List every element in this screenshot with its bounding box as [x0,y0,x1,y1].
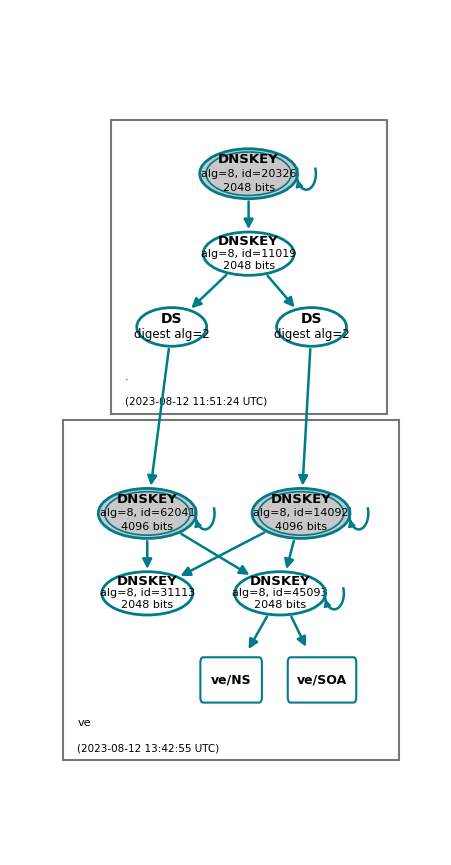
Text: digest alg=2: digest alg=2 [134,328,210,341]
FancyBboxPatch shape [288,657,356,702]
Text: 2048 bits: 2048 bits [121,600,173,611]
Text: alg=8, id=45093: alg=8, id=45093 [232,588,328,599]
Text: alg=8, id=14092: alg=8, id=14092 [253,509,349,518]
Text: alg=8, id=31113: alg=8, id=31113 [100,588,195,599]
Ellipse shape [137,308,207,346]
Ellipse shape [200,149,298,199]
Ellipse shape [102,572,193,615]
Text: DNSKEY: DNSKEY [117,574,178,587]
FancyBboxPatch shape [110,120,387,413]
Text: alg=8, id=62041: alg=8, id=62041 [100,509,195,518]
Text: (2023-08-12 13:42:55 UTC): (2023-08-12 13:42:55 UTC) [78,743,220,753]
Text: DNSKEY: DNSKEY [271,493,331,506]
Ellipse shape [206,152,291,195]
Ellipse shape [235,572,326,615]
Text: ve: ve [78,718,91,727]
Text: DS: DS [161,312,183,326]
Text: (2023-08-12 11:51:24 UTC): (2023-08-12 11:51:24 UTC) [124,397,267,407]
Ellipse shape [203,232,294,275]
Ellipse shape [252,489,350,538]
Text: ve/NS: ve/NS [211,674,252,687]
Text: 4096 bits: 4096 bits [275,522,327,533]
Text: digest alg=2: digest alg=2 [274,328,350,341]
Text: alg=8, id=20326: alg=8, id=20326 [201,169,296,179]
Ellipse shape [276,308,346,346]
Text: DNSKEY: DNSKEY [117,493,178,506]
Text: alg=8, id=11019: alg=8, id=11019 [201,248,296,259]
Text: DS: DS [301,312,322,326]
Text: DNSKEY: DNSKEY [218,235,279,248]
Text: 2048 bits: 2048 bits [254,600,306,611]
Text: DNSKEY: DNSKEY [250,574,310,587]
Text: .: . [124,372,128,381]
Ellipse shape [98,489,196,538]
Text: ve/SOA: ve/SOA [297,674,347,687]
Ellipse shape [258,491,344,535]
Ellipse shape [105,491,190,535]
FancyBboxPatch shape [200,657,262,702]
FancyBboxPatch shape [63,420,399,759]
Text: 2048 bits: 2048 bits [222,183,275,193]
Text: DNSKEY: DNSKEY [218,153,279,166]
Text: 2048 bits: 2048 bits [222,260,275,271]
Text: 4096 bits: 4096 bits [121,522,173,533]
